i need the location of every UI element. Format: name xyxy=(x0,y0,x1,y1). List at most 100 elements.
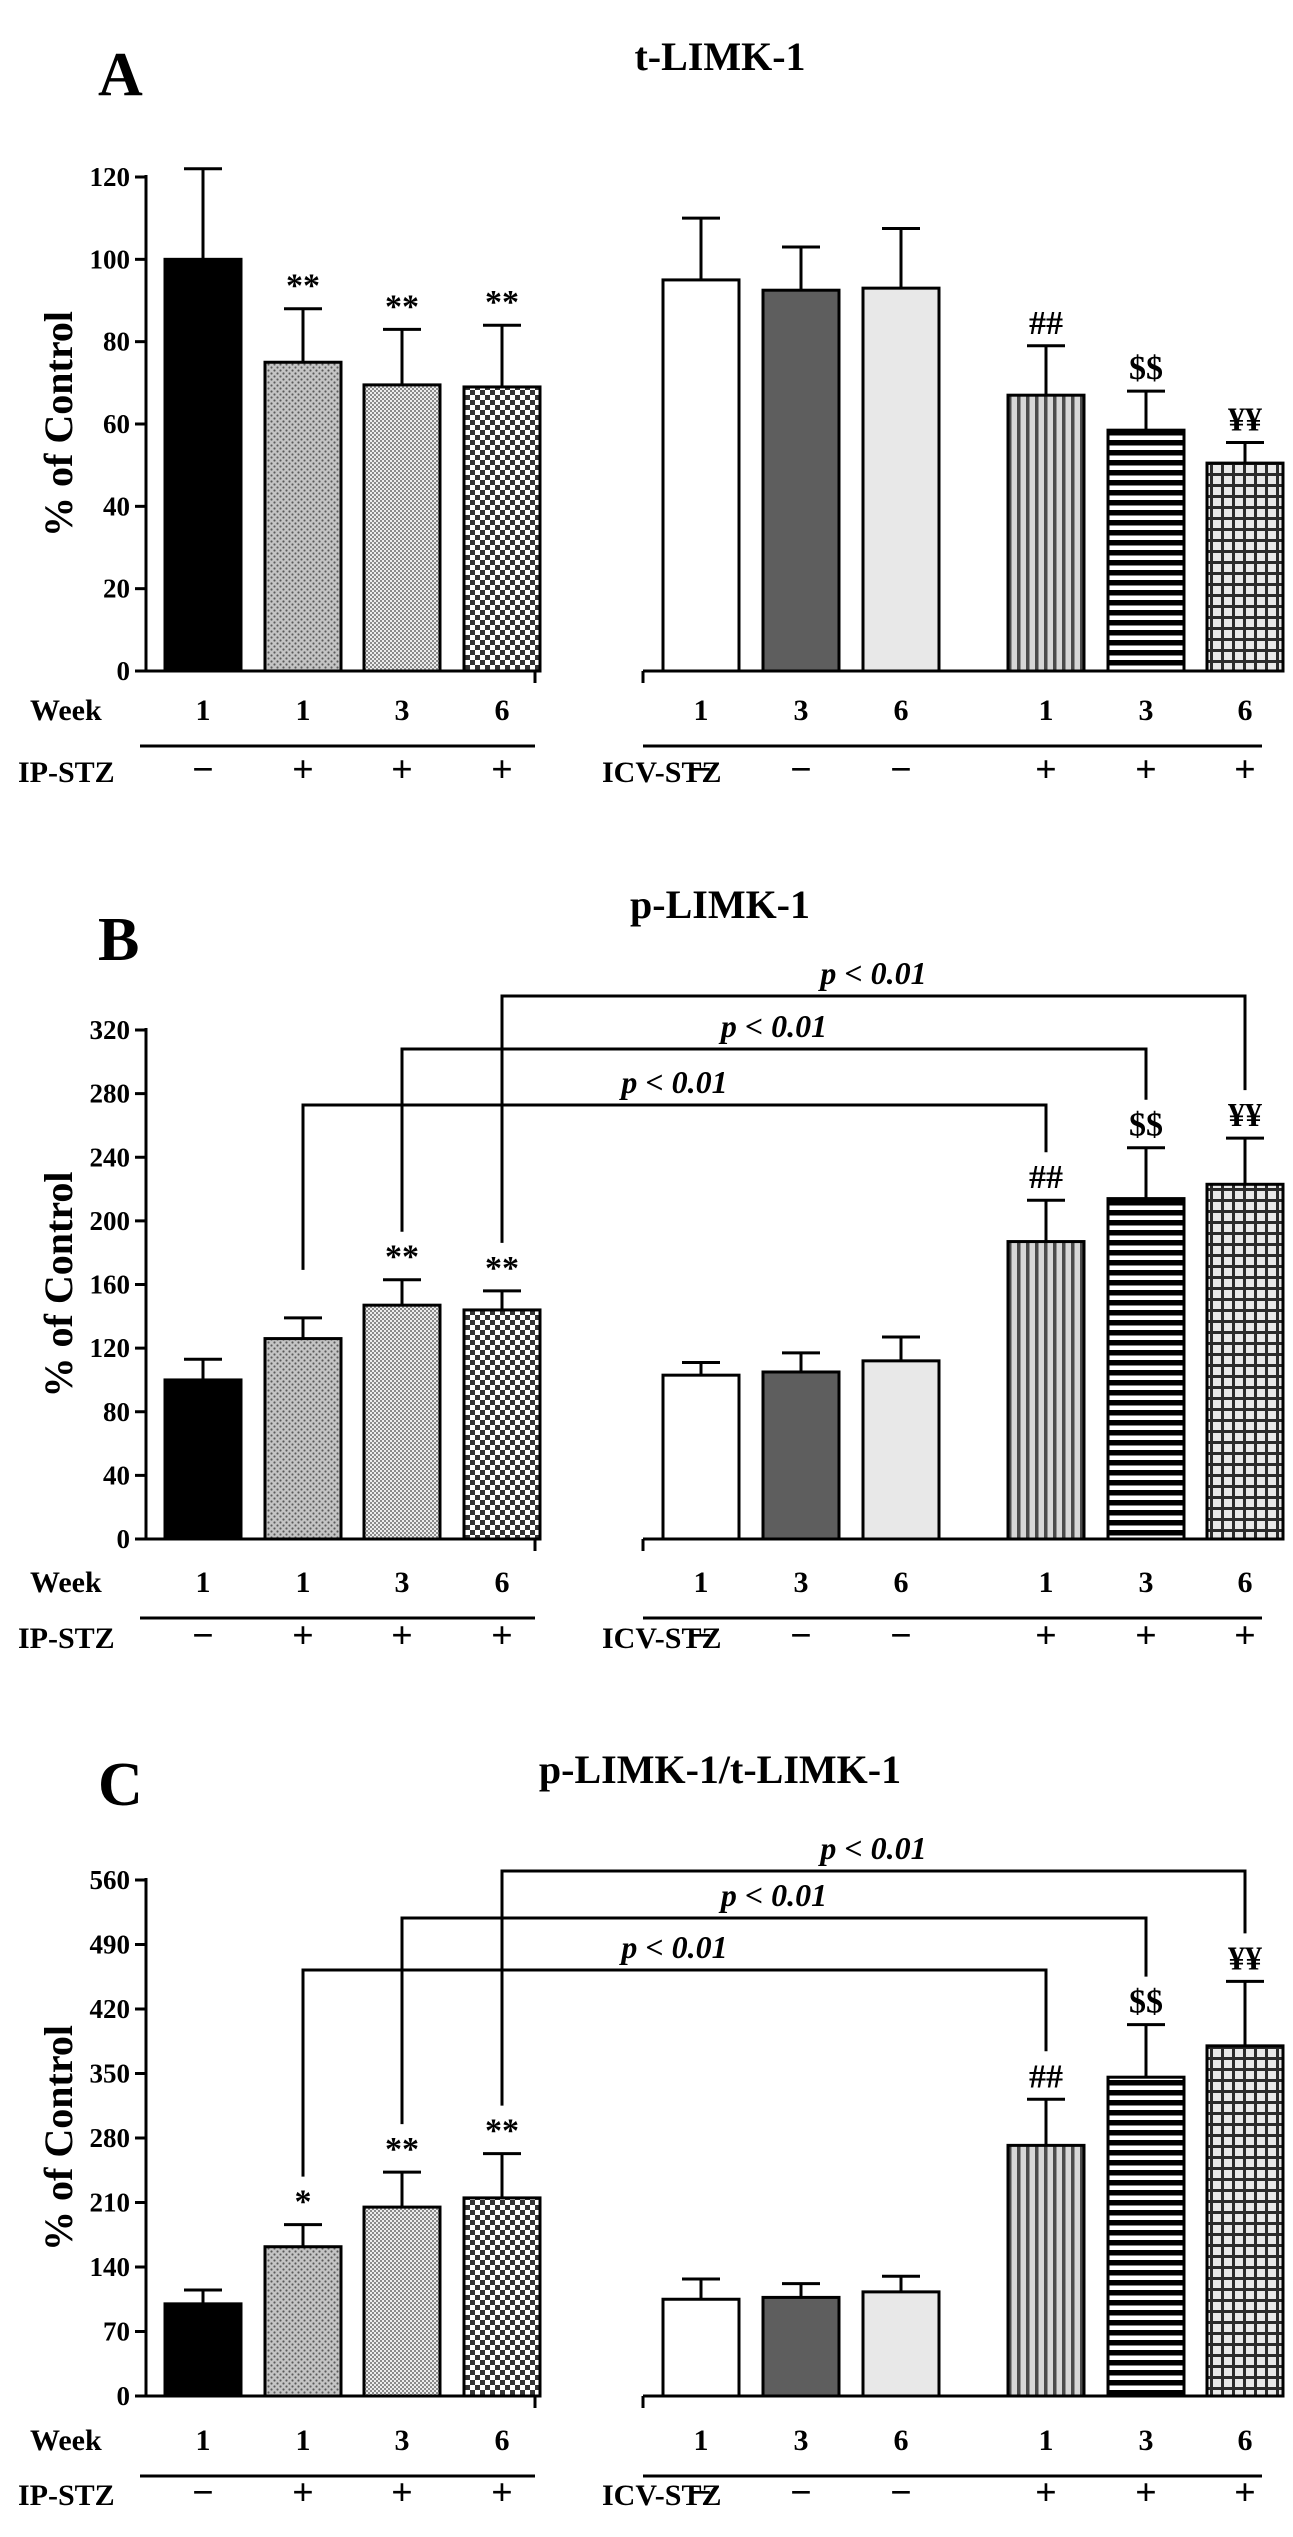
week-label: 6 xyxy=(1238,2424,1253,2457)
treatment-sign: − xyxy=(690,749,712,791)
comparison-bracket xyxy=(500,994,1247,1243)
significance-mark: $$ xyxy=(1129,350,1163,387)
treatment-sign: + xyxy=(391,749,413,791)
week-label: 1 xyxy=(296,2424,311,2457)
significance-mark: ** xyxy=(385,2131,419,2168)
ip-stz-label: IP-STZ xyxy=(18,1622,115,1655)
week-label: 3 xyxy=(794,694,809,727)
p-value-label: p < 0.01 xyxy=(718,1008,827,1044)
bar xyxy=(163,257,243,673)
p-value-label: p < 0.01 xyxy=(718,1877,827,1913)
comparison-bracket xyxy=(400,1047,1148,1232)
bar xyxy=(861,1359,941,1541)
significance-mark: ¥¥ xyxy=(1228,1940,1262,1977)
bar xyxy=(1006,2143,1086,2398)
week-label: 6 xyxy=(495,1566,510,1599)
week-label: 3 xyxy=(395,1566,410,1599)
y-tick-label: 0 xyxy=(117,1524,131,1554)
y-tick-label: 240 xyxy=(90,1142,131,1172)
treatment-sign: + xyxy=(1234,2472,1256,2514)
bar xyxy=(462,1308,542,1541)
treatment-sign: + xyxy=(292,749,314,791)
week-label: 1 xyxy=(1039,694,1054,727)
icv-stz-label: ICV-STZ xyxy=(602,756,721,789)
y-tick-label: 0 xyxy=(117,656,131,686)
week-row-label: Week xyxy=(30,1566,102,1599)
treatment-sign: + xyxy=(1234,1615,1256,1657)
week-label: 1 xyxy=(694,694,709,727)
week-label: 3 xyxy=(395,2424,410,2457)
treatment-sign: + xyxy=(491,2472,513,2514)
treatment-sign: + xyxy=(1035,1615,1057,1657)
y-tick-label: 350 xyxy=(90,2059,131,2089)
bar xyxy=(263,360,343,673)
panel-letter: C xyxy=(98,1751,143,1819)
p-value-label: p < 0.01 xyxy=(817,955,926,991)
icv-stz-label: ICV-STZ xyxy=(602,1622,721,1655)
y-axis-label: % of Control xyxy=(36,2025,81,2251)
treatment-sign: − xyxy=(790,749,812,791)
week-label: 6 xyxy=(495,2424,510,2457)
bar xyxy=(761,2295,841,2398)
bar xyxy=(163,1378,243,1541)
bar xyxy=(661,2297,741,2398)
treatment-sign: + xyxy=(391,1615,413,1657)
week-label: 3 xyxy=(395,694,410,727)
icv-stz-label: ICV-STZ xyxy=(602,2479,721,2512)
treatment-sign: − xyxy=(192,2472,214,2514)
bar xyxy=(1006,393,1086,673)
bar xyxy=(761,288,841,673)
week-label: 1 xyxy=(694,1566,709,1599)
y-tick-label: 140 xyxy=(90,2252,131,2282)
week-label: 6 xyxy=(894,694,909,727)
y-tick-label: 0 xyxy=(117,2381,131,2411)
treatment-sign: + xyxy=(292,1615,314,1657)
comparison-bracket xyxy=(500,1869,1247,2106)
significance-mark: $$ xyxy=(1129,1107,1163,1144)
chart-panel-b: Bp-LIMK-1 % of Control 0 40 80 120 160 200 240 28… xyxy=(18,882,1285,1657)
y-tick-label: 120 xyxy=(90,162,131,192)
y-tick-label: 120 xyxy=(90,1333,131,1363)
treatment-sign: − xyxy=(790,1615,812,1657)
y-tick-label: 280 xyxy=(90,2123,131,2153)
y-tick-label: 100 xyxy=(90,244,131,274)
bar xyxy=(263,2245,343,2398)
bar xyxy=(263,1337,343,1541)
bar xyxy=(661,1373,741,1541)
comparison-bracket xyxy=(400,1916,1148,2125)
chart-title: p-LIMK-1/t-LIMK-1 xyxy=(539,1747,901,1792)
treatment-sign: − xyxy=(890,749,912,791)
week-label: 3 xyxy=(1139,2424,1154,2457)
treatment-sign: − xyxy=(690,2472,712,2514)
week-label: 1 xyxy=(296,694,311,727)
p-value-label: p < 0.01 xyxy=(618,1064,727,1100)
comparison-bracket xyxy=(301,1103,1048,1270)
week-label: 6 xyxy=(1238,694,1253,727)
y-tick-label: 560 xyxy=(90,1865,131,1895)
significance-mark: ## xyxy=(1029,1159,1063,1196)
significance-mark: ** xyxy=(485,284,519,321)
y-tick-label: 490 xyxy=(90,1930,131,1960)
significance-mark: ** xyxy=(385,1239,419,1276)
treatment-sign: + xyxy=(1234,749,1256,791)
bar xyxy=(362,1303,442,1541)
bar xyxy=(1205,461,1285,673)
treatment-sign: + xyxy=(1035,2472,1057,2514)
y-tick-label: 20 xyxy=(103,574,130,604)
y-tick-label: 160 xyxy=(90,1270,131,1300)
significance-mark: $$ xyxy=(1129,1984,1163,2021)
significance-mark: ¥¥ xyxy=(1228,402,1262,439)
y-tick-label: 40 xyxy=(103,491,130,521)
y-tick-label: 40 xyxy=(103,1460,130,1490)
y-axis-label: % of Control xyxy=(36,1172,81,1398)
significance-mark: ** xyxy=(286,268,320,305)
week-label: 3 xyxy=(1139,694,1154,727)
bar xyxy=(462,2196,542,2398)
ip-stz-label: IP-STZ xyxy=(18,2479,115,2512)
bar xyxy=(1205,2044,1285,2398)
week-label: 1 xyxy=(1039,2424,1054,2457)
p-value-label: p < 0.01 xyxy=(618,1929,727,1965)
